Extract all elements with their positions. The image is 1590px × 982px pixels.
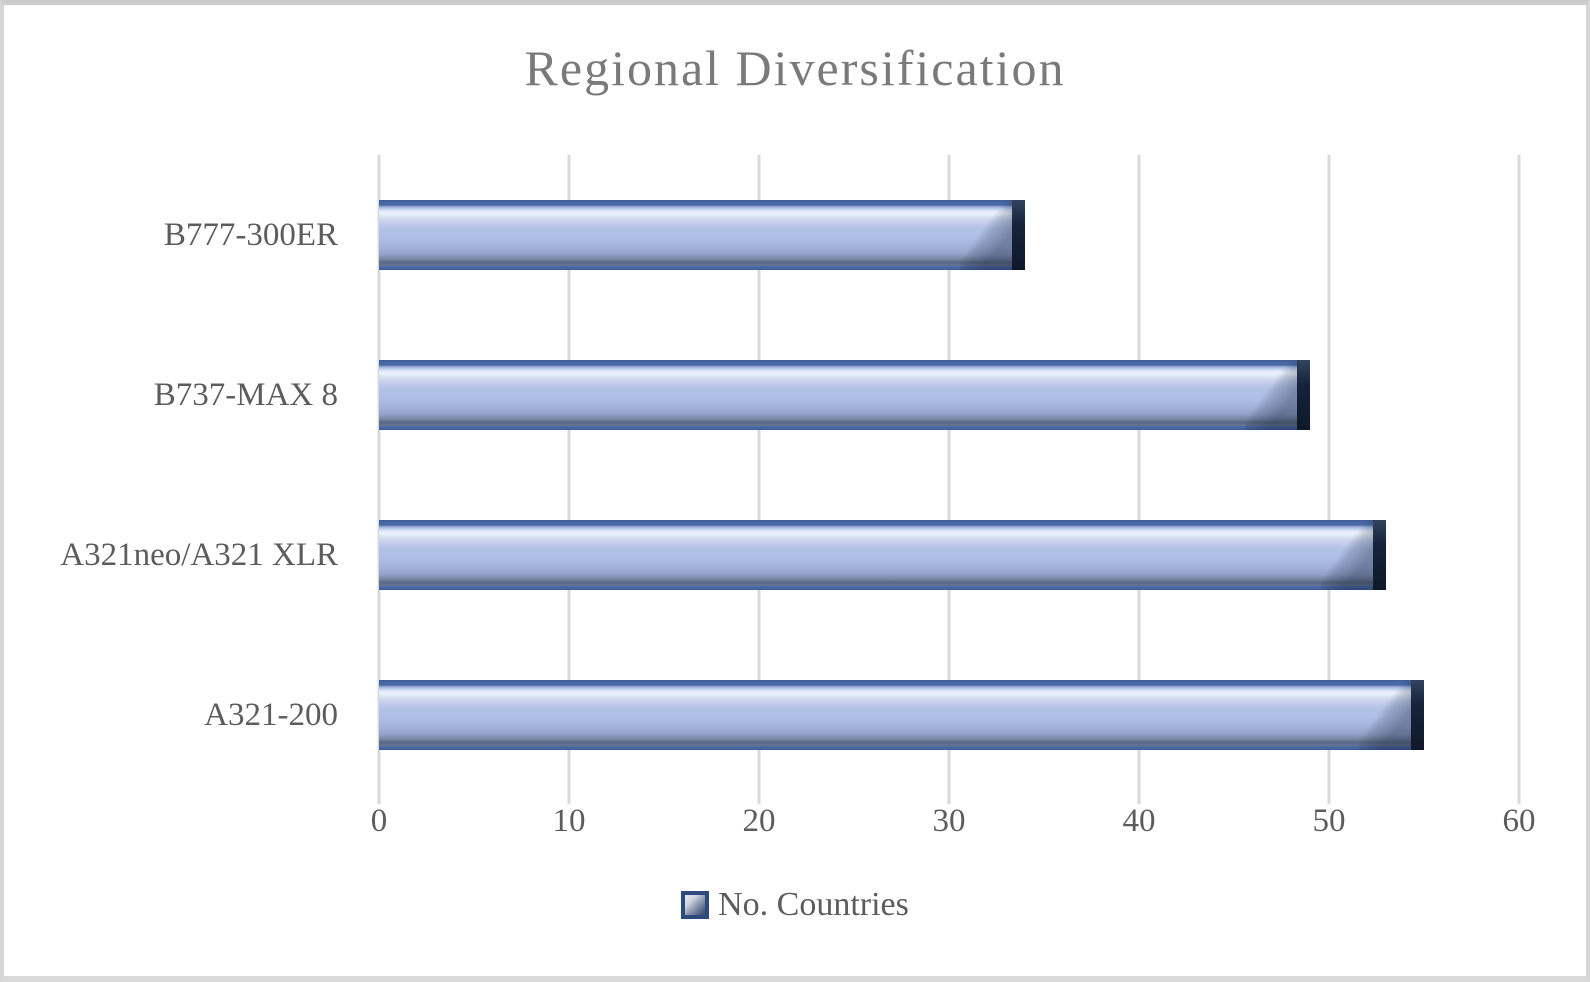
category-label-a321-200: A321-200 [204, 696, 338, 733]
gridline-x-30 [947, 155, 951, 795]
bar-b737-max-8 [379, 360, 1310, 430]
x-tick-label-10: 10 [552, 803, 586, 839]
bar-row-b737-max-8 [379, 315, 1519, 475]
tick-x-30 [947, 795, 951, 804]
plot-area [377, 155, 1521, 804]
bar-b777-300er [379, 200, 1025, 270]
category-label-b737-max-8: B737-MAX 8 [153, 376, 338, 413]
gridline-x-50 [1327, 155, 1331, 795]
gridline-x-60 [1517, 155, 1521, 795]
gridline-x-40 [1137, 155, 1141, 795]
tick-x-0 [377, 795, 381, 804]
gridline-x-0 [377, 155, 381, 795]
legend: No. Countries [4, 879, 1586, 931]
gridline-x-10 [567, 155, 571, 795]
chart-title: Regional Diversification [524, 40, 1066, 96]
bar-a321-200 [379, 680, 1424, 750]
bar-row-a321-200 [379, 635, 1519, 795]
tick-x-40 [1137, 795, 1141, 804]
legend-label: No. Countries [718, 886, 909, 923]
x-tick-label-30: 30 [932, 803, 966, 839]
x-tick-label-0: 0 [370, 803, 388, 839]
bar-row-a321neo-a321-xlr [379, 475, 1519, 635]
tick-x-20 [757, 795, 761, 804]
x-tick-label-60: 60 [1502, 803, 1536, 839]
x-tick-label-20: 20 [742, 803, 776, 839]
tick-x-60 [1517, 795, 1521, 804]
y-axis-labels: B777-300ER B737-MAX 8 A321neo/A321 XLR A321… [4, 155, 356, 795]
tick-x-50 [1327, 795, 1331, 804]
legend-marker-icon [681, 891, 710, 919]
category-label-b777-300er: B777-300ER [163, 216, 338, 253]
category-label-a321neo-a321-xlr: A321neo/A321 XLR [60, 536, 338, 573]
tick-x-10 [567, 795, 571, 804]
bar-a321neo-a321-xlr [379, 520, 1386, 590]
x-tick-label-40: 40 [1122, 803, 1156, 839]
gridline-x-20 [757, 155, 761, 795]
x-tick-label-50: 50 [1312, 803, 1346, 839]
x-axis-labels: 0 10 20 30 40 50 60 [371, 803, 1536, 849]
bar-row-b777-300er [379, 155, 1519, 315]
